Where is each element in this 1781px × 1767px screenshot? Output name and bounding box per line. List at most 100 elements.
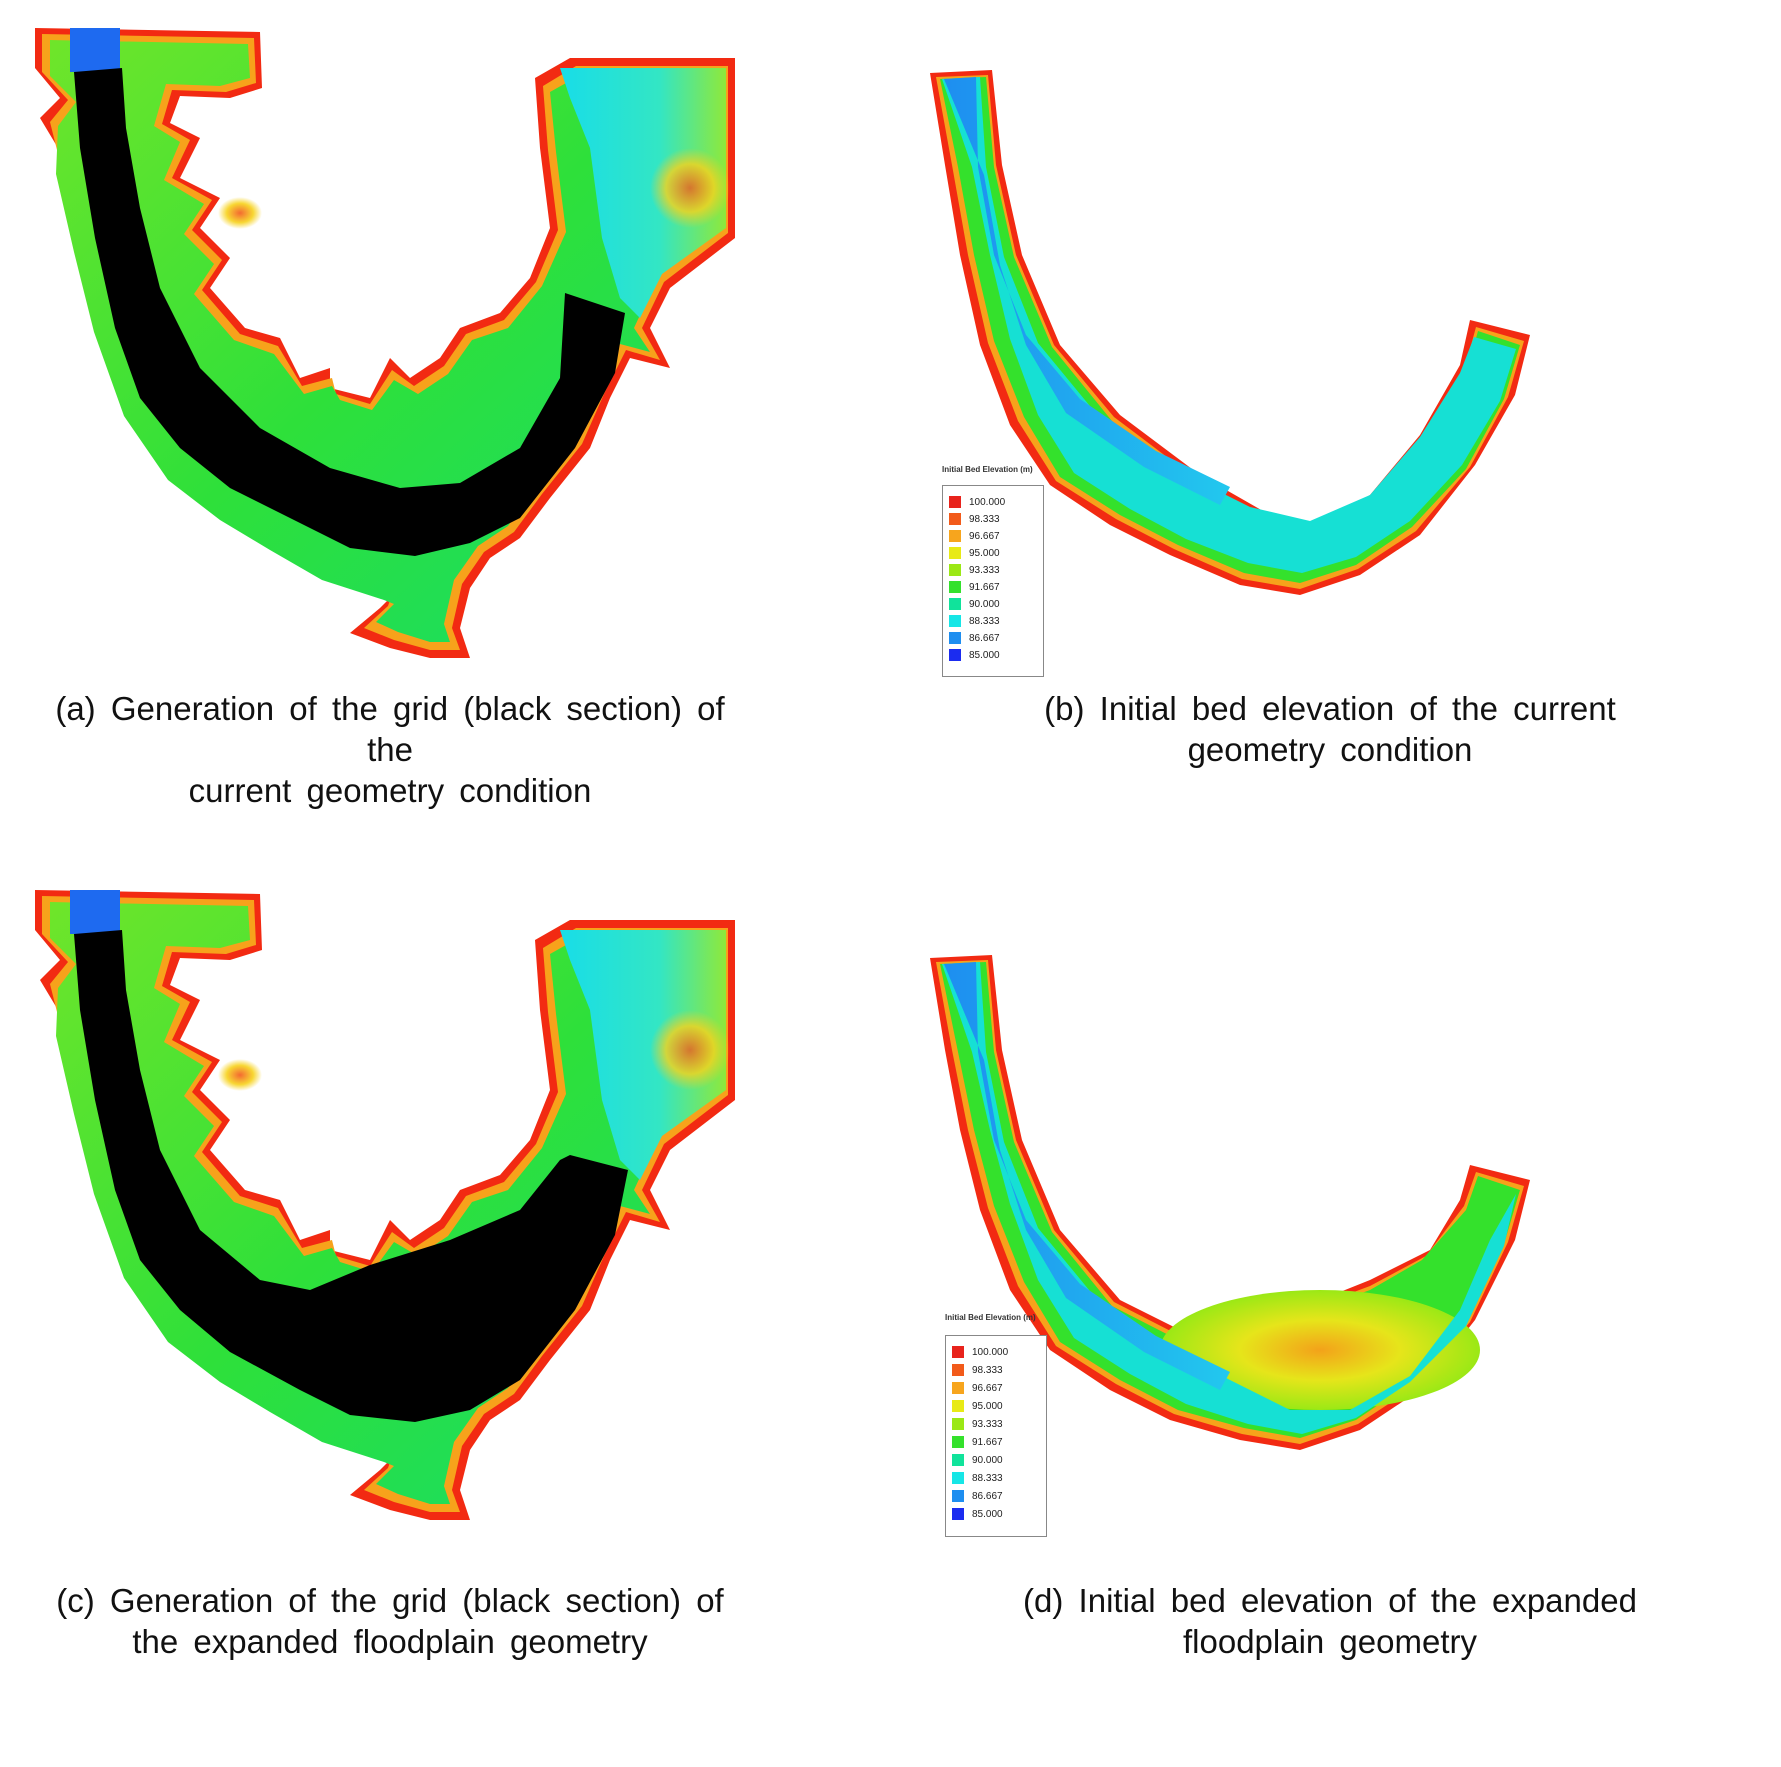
legend-entry: 96.667 (952, 1382, 1003, 1394)
panel-c-map (30, 890, 742, 1530)
legend-swatch (949, 598, 961, 610)
grid-black-section (74, 930, 628, 1422)
panel-b-map (930, 55, 1775, 645)
legend-title: Initial Bed Elevation (m) (945, 1313, 1036, 1322)
caption-d: (d) Initial bed elevation of the expande… (880, 1580, 1780, 1662)
panel-a-map (30, 28, 742, 668)
legend-entry: 91.667 (952, 1436, 1003, 1448)
caption-c: (c) Generation of the grid (black sectio… (30, 1580, 750, 1662)
caption-a-line1: (a) Generation of the grid (black sectio… (55, 690, 725, 768)
legend-value: 86.667 (969, 632, 1000, 644)
legend-swatch (952, 1364, 964, 1376)
legend-entry: 93.333 (952, 1418, 1003, 1430)
floodplain-green (50, 902, 720, 1504)
legend-entry: 98.333 (949, 513, 1000, 525)
legend-swatch (952, 1382, 964, 1394)
panel-d-map (930, 940, 1775, 1530)
legend-entry: 85.000 (949, 649, 1000, 661)
caption-d-line1: (d) Initial bed elevation of the expande… (1023, 1582, 1637, 1619)
legend-swatch (952, 1346, 964, 1358)
legend-entry: 100.000 (952, 1346, 1008, 1358)
hotspot (650, 148, 730, 228)
legend-swatch (952, 1418, 964, 1430)
legend-title: Initial Bed Elevation (m) (942, 465, 1033, 474)
legend-value: 100.000 (972, 1346, 1009, 1358)
caption-b: (b) Initial bed elevation of the current… (880, 688, 1780, 770)
river-blue (944, 77, 1230, 505)
legend-value: 96.667 (969, 530, 1000, 542)
legend-value: 98.333 (969, 513, 1000, 525)
upstream-blue (70, 28, 120, 72)
legend-value: 88.333 (969, 615, 1000, 627)
legend-swatch (952, 1400, 964, 1412)
caption-a: (a) Generation of the grid (black sectio… (30, 688, 750, 811)
legend-swatch (949, 547, 961, 559)
legend-swatch (952, 1472, 964, 1484)
legend-box: 100.000 98.333 96.667 95.000 93.333 91.6… (945, 1335, 1047, 1537)
legend-value: 98.333 (972, 1364, 1003, 1376)
legend-value: 93.333 (972, 1418, 1003, 1430)
reservoir-cyan (560, 68, 726, 318)
legend-entry: 95.000 (952, 1400, 1003, 1412)
caption-b-line1: (b) Initial bed elevation of the current (1044, 690, 1616, 727)
legend-swatch (949, 564, 961, 576)
legend-entry: 96.667 (949, 530, 1000, 542)
legend-value: 90.000 (972, 1454, 1003, 1466)
legend-entry: 91.667 (949, 581, 1000, 593)
legend-value: 91.667 (972, 1436, 1003, 1448)
river-cyan (942, 77, 1516, 573)
caption-a-line2: current geometry condition (188, 772, 592, 809)
caption-c-line1: (c) Generation of the grid (black sectio… (56, 1582, 724, 1619)
caption-c-line2: the expanded floodplain geometry (132, 1623, 648, 1660)
legend-swatch (949, 632, 961, 644)
legend-value: 95.000 (969, 547, 1000, 559)
legend-entry: 90.000 (949, 598, 1000, 610)
hotspot (218, 197, 262, 229)
legend-value: 91.667 (969, 581, 1000, 593)
river-cyan (942, 962, 1516, 1434)
legend-value: 85.000 (969, 649, 1000, 661)
legend-entry: 88.333 (949, 615, 1000, 627)
legend-value: 88.333 (972, 1472, 1003, 1484)
legend-value: 95.000 (972, 1400, 1003, 1412)
legend-swatch (949, 649, 961, 661)
hotspot (650, 1010, 730, 1090)
legend-value: 93.333 (969, 564, 1000, 576)
legend-entry: 86.667 (952, 1490, 1003, 1502)
bed-elevation-current (930, 70, 1530, 595)
legend-entry: 95.000 (949, 547, 1000, 559)
legend-value: 85.000 (972, 1508, 1003, 1520)
legend-swatch (952, 1490, 964, 1502)
hotspot (218, 1059, 262, 1091)
legend-swatch (952, 1436, 964, 1448)
legend-entry: 88.333 (952, 1472, 1003, 1484)
legend-value: 90.000 (969, 598, 1000, 610)
legend-swatch (952, 1508, 964, 1520)
river-blue (944, 962, 1230, 1390)
reservoir-cyan (560, 930, 726, 1180)
legend-box: 100.000 98.333 96.667 95.000 93.333 91.6… (942, 485, 1044, 677)
legend-value: 100.000 (969, 496, 1006, 508)
legend-swatch (949, 530, 961, 542)
legend-swatch (949, 513, 961, 525)
legend-b: Initial Bed Elevation (m) 100.000 98.333… (940, 465, 1070, 695)
legend-entry: 86.667 (949, 632, 1000, 644)
legend-entry: 85.000 (952, 1508, 1003, 1520)
legend-swatch (949, 496, 961, 508)
caption-d-line2: floodplain geometry (1182, 1623, 1477, 1660)
grid-black-section (74, 68, 625, 556)
legend-value: 86.667 (972, 1490, 1003, 1502)
legend-entry: 93.333 (949, 564, 1000, 576)
legend-entry: 98.333 (952, 1364, 1003, 1376)
legend-swatch (949, 615, 961, 627)
bed-elevation-expanded (930, 955, 1530, 1450)
floodplain-green (50, 40, 720, 642)
legend-entry: 100.000 (949, 496, 1005, 508)
legend-value: 96.667 (972, 1382, 1003, 1394)
legend-entry: 90.000 (952, 1454, 1003, 1466)
legend-swatch (949, 581, 961, 593)
upstream-blue (70, 890, 120, 934)
grid-map-current (35, 28, 735, 658)
legend-swatch (952, 1454, 964, 1466)
caption-b-line2: geometry condition (1187, 731, 1473, 768)
